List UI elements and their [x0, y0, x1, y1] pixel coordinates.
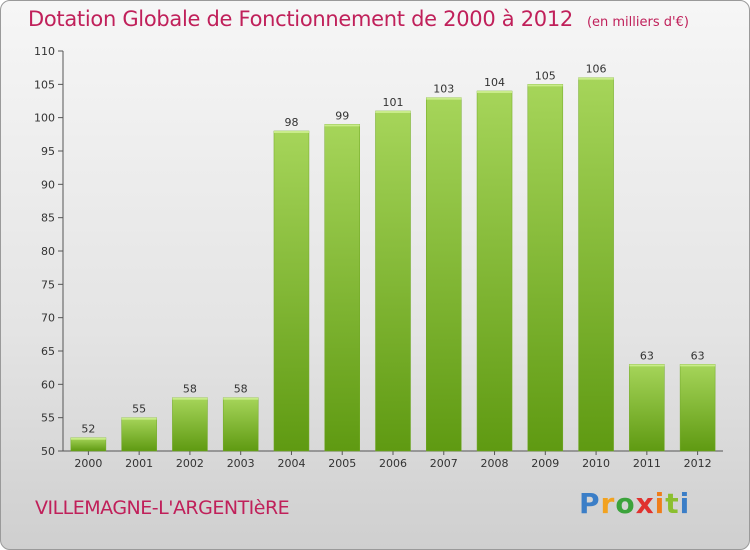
y-tick-label: 75: [41, 278, 55, 291]
bar-highlight: [324, 124, 360, 127]
logo-letter: i: [679, 487, 691, 520]
chart-title-text: Dotation Globale de Fonctionnement de 20…: [28, 7, 573, 31]
logo-letter: i: [654, 487, 666, 520]
bar-value-label: 106: [586, 63, 607, 76]
logo-letter: P: [579, 487, 601, 520]
chart-title: Dotation Globale de Fonctionnement de 20…: [28, 7, 689, 31]
y-tick-label: 110: [34, 45, 55, 58]
y-tick-label: 80: [41, 245, 55, 258]
bar: [121, 417, 157, 452]
y-tick-label: 100: [34, 112, 55, 125]
y-tick-label: 105: [34, 78, 55, 91]
bar: [324, 124, 360, 452]
logo-letter: r: [600, 487, 616, 520]
x-tick-label: 2007: [430, 457, 458, 470]
chart-axes: 50 55 60 65 70 75 80 85 90 95 100 105 110 2000 2001 200…: [34, 45, 723, 470]
x-tick-label: 2001: [125, 457, 153, 470]
logo-letter: o: [615, 487, 636, 520]
bar: [629, 364, 665, 452]
bar-value-label: 58: [183, 383, 197, 396]
x-tick-label: 2012: [684, 457, 712, 470]
bar-highlight: [375, 111, 411, 113]
bar-highlight: [527, 84, 563, 87]
x-tick-label: 2000: [74, 457, 102, 470]
bar-highlight: [680, 364, 716, 367]
y-tick-label: 65: [41, 345, 55, 358]
bar: [375, 110, 411, 452]
bar: [426, 97, 462, 452]
logo-letter: t: [665, 487, 680, 520]
x-tick-label: 2008: [481, 457, 509, 470]
x-tick-label: 2003: [227, 457, 255, 470]
bar-highlight: [121, 417, 157, 420]
y-tick-label: 85: [41, 212, 55, 225]
logo-letter: x: [635, 487, 655, 520]
bar-value-label: 105: [535, 69, 556, 82]
y-tick-label: 60: [41, 378, 55, 391]
bar: [273, 130, 310, 452]
bar-highlight: [172, 397, 208, 400]
chart-unit: (en milliers d'€): [586, 15, 689, 30]
bar-highlight: [223, 397, 259, 400]
bar-value-label: 52: [81, 423, 95, 436]
bar-highlight: [477, 91, 513, 93]
bar-value-label: 63: [691, 349, 705, 362]
bar-value-label: 104: [484, 76, 505, 89]
bar-value-label: 63: [640, 349, 654, 362]
x-tick-label: 2006: [379, 457, 407, 470]
bar: [679, 364, 716, 452]
bar-highlight: [273, 131, 309, 133]
x-tick-label: 2010: [582, 457, 610, 470]
bar: [476, 90, 513, 452]
bar-value-label: 55: [132, 403, 146, 416]
x-tick-label: 2009: [531, 457, 559, 470]
bar: [578, 77, 614, 452]
x-tick-label: 2002: [176, 457, 204, 470]
bar: [222, 397, 259, 452]
y-tick-label: 95: [41, 145, 55, 158]
y-tick-label: 55: [41, 412, 55, 425]
bar-highlight: [426, 97, 462, 100]
x-tick-label: 2005: [328, 457, 356, 470]
bar-value-label: 58: [234, 383, 248, 396]
bar-highlight: [629, 364, 665, 367]
commune-name: VILLEMAGNE-L'ARGENTIèRE: [35, 497, 290, 519]
chart-bars: 52 55 58 58 98 99 101 103 104 105 106 63 63: [70, 63, 716, 452]
bar: [527, 84, 564, 452]
bar-highlight: [70, 437, 106, 440]
x-tick-label: 2004: [277, 457, 305, 470]
bar-value-label: 99: [335, 109, 349, 122]
bar: [172, 397, 208, 452]
bar-value-label: 101: [383, 96, 404, 109]
proxiti-logo[interactable]: Proxiti: [579, 487, 690, 520]
bar-highlight: [578, 77, 614, 80]
y-tick-label: 90: [41, 178, 55, 191]
y-tick-label: 70: [41, 312, 55, 325]
y-tick-label: 50: [41, 445, 55, 458]
bar-value-label: 98: [284, 116, 298, 129]
bar-value-label: 103: [433, 83, 454, 96]
x-tick-label: 2011: [633, 457, 661, 470]
